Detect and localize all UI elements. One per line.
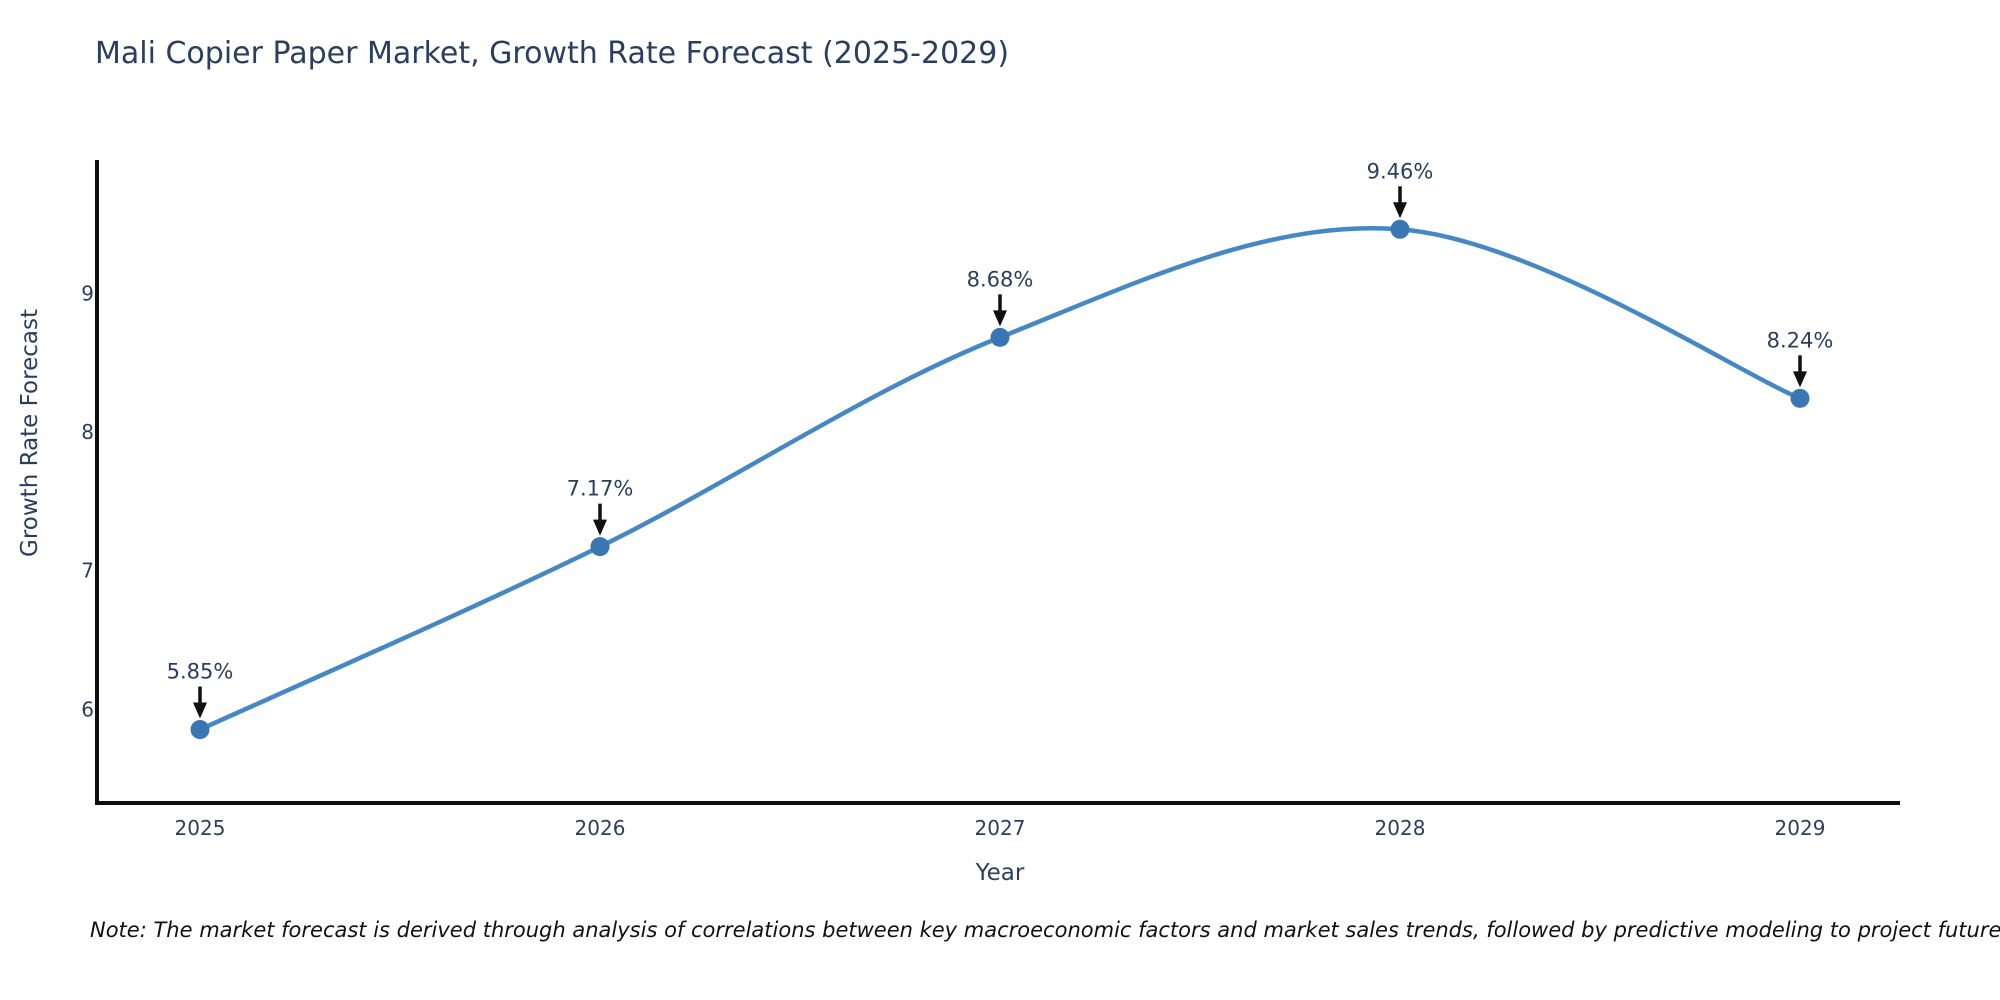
x-tick-label: 2029 [1775, 816, 1826, 840]
point-value-label: 7.17% [567, 477, 634, 501]
annotation-arrowhead-icon [1393, 202, 1407, 219]
point-annotations: 5.85% 7.17% 8.68% 9.46% 8.24% [167, 159, 1834, 719]
point-value-label: 5.85% [167, 660, 234, 684]
data-point-marker[interactable] [590, 537, 610, 557]
point-annotation: 7.17% [567, 477, 634, 536]
footnote: Note: The market forecast is derived thr… [90, 918, 2000, 942]
data-point-marker[interactable] [1390, 219, 1410, 239]
point-value-label: 8.24% [1767, 328, 1834, 352]
y-axis-title: Growth Rate Forecast [17, 309, 43, 557]
x-tick-label: 2025 [175, 816, 226, 840]
x-tick-label: 2026 [575, 816, 626, 840]
x-axis-tick-labels: 2025 2026 2027 2028 2029 [175, 816, 1826, 840]
y-tick-label: 8 [81, 420, 94, 444]
point-annotation: 5.85% [167, 660, 234, 719]
y-tick-label: 6 [81, 697, 94, 721]
line-series [190, 219, 1810, 740]
y-tick-label: 9 [81, 282, 94, 306]
data-point-marker[interactable] [190, 720, 210, 740]
annotation-arrowhead-icon [593, 519, 607, 536]
point-value-label: 9.46% [1367, 159, 1434, 183]
point-annotation: 8.68% [967, 267, 1034, 327]
x-tick-label: 2027 [975, 816, 1026, 840]
annotation-arrowhead-icon [193, 702, 207, 719]
annotation-arrowhead-icon [993, 310, 1007, 327]
x-tick-label: 2028 [1375, 816, 1426, 840]
y-tick-label: 7 [81, 559, 94, 583]
annotation-arrowhead-icon [1793, 371, 1807, 388]
y-axis-tick-labels: 6 7 8 9 [81, 282, 94, 722]
point-annotation: 8.24% [1767, 328, 1834, 388]
data-point-marker[interactable] [1790, 388, 1810, 408]
chart-title: Mali Copier Paper Market, Growth Rate Fo… [95, 36, 1010, 71]
x-axis-title: Year [975, 860, 1025, 886]
data-point-marker[interactable] [990, 327, 1010, 347]
point-value-label: 8.68% [967, 267, 1034, 291]
point-annotation: 9.46% [1367, 159, 1434, 219]
